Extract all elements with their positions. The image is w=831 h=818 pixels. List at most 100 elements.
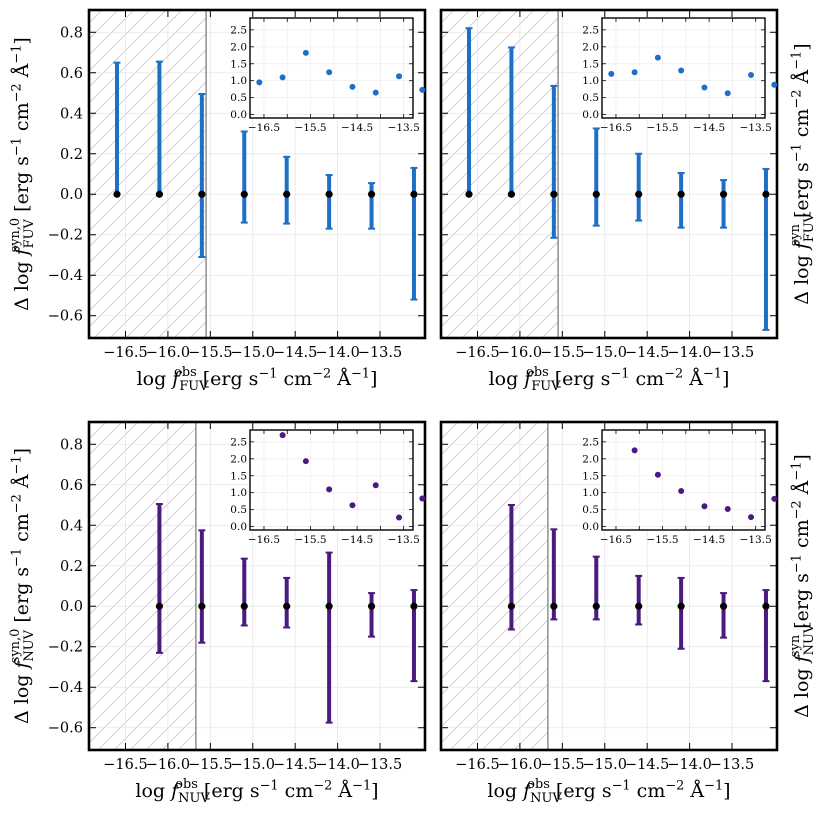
- panel-top-right-inset-point-1: [631, 69, 638, 76]
- panel-top-right-ylabel-prefix: Δ log: [791, 249, 813, 304]
- panel-bottom-left-xlabel-superscript: obs: [175, 777, 198, 792]
- panel-bottom-left-xlabel-exp3: −1: [352, 778, 371, 793]
- panel-top-right-ylabel-subscript: FUV: [802, 212, 817, 242]
- panel-top-left-ylabel-angstrom: Å: [11, 63, 33, 83]
- panel-bottom-left-ylabel-prefix: Δ log: [11, 669, 33, 724]
- panel-bottom-left-ylabel: Δ log fNUVsyn,0 [erg s−1 cm−2 Å−1]: [8, 448, 37, 724]
- panel-top-right-point-3: [592, 190, 600, 198]
- panel-top-left-xlabel-symbol: f: [170, 368, 182, 390]
- panel-bottom-right-xlabel-unit: [erg s: [550, 780, 612, 802]
- panel-bottom-right-point-0: [507, 602, 516, 610]
- panel-bottom-right-xtick-label-5: −14.0: [667, 757, 711, 773]
- panel-top-right-xlabel-symbol: f: [522, 368, 534, 390]
- panel-top-right-inset-point-7: [771, 81, 778, 88]
- panel-top-left-ylabel-subscript: FUV: [22, 218, 37, 248]
- panel-bottom-left-inset-point-5: [396, 514, 403, 521]
- panel-bottom-right-ylabel-subscript: NUV: [802, 623, 817, 655]
- panel-top-left-inset-xtick-label-1: −15.5: [294, 122, 326, 134]
- panel-top-right-xtick-label-2: −15.5: [540, 345, 584, 361]
- panel-bottom-right-xlabel: log fNUVobs [erg s−1 cm−2 Å−1]: [487, 777, 730, 806]
- panel-top-left-inset-xtick-label-0: −16.5: [248, 122, 280, 134]
- panel-top-right-xlabel-close: ]: [722, 368, 729, 390]
- panel-top-left-inset-point-7: [419, 86, 426, 93]
- panel-bottom-right-inset-point-1: [654, 471, 661, 478]
- panel-bottom-right-ylabel-cm: cm: [791, 519, 813, 554]
- panel-bottom-left-frame: [87, 420, 427, 752]
- panel-top-right-xtick-label-5: −14.0: [667, 345, 711, 361]
- panel-bottom-right-ylabel-exp3: −1: [789, 462, 804, 481]
- panel-top-left-xlabel-unit: [erg s: [197, 368, 259, 390]
- panel-top-right-point-7: [762, 190, 770, 198]
- panel-bottom-left-ylabel-exp3: −1: [9, 455, 24, 474]
- panel-top-right-point-5: [677, 190, 685, 198]
- panel-bottom-left-xlabel-exp2: −2: [313, 778, 332, 793]
- panel-bottom-right-xlabel-prefix: log: [487, 780, 523, 802]
- panel-top-left-point-6: [367, 190, 376, 198]
- panel-bottom-right-inset-xtick-label-1: −15.5: [646, 534, 678, 546]
- panel-top-left-xlabel-exp1: −1: [258, 366, 277, 381]
- panel-top-right-inset-point-4: [701, 84, 708, 91]
- panel-bottom-left-ylabel-exp2: −2: [9, 494, 24, 513]
- panel-top-left-xtick-label-4: −14.5: [273, 345, 317, 361]
- panel-top-right-xlabel-prefix: log: [489, 368, 525, 390]
- panel-bottom-right-point-3: [635, 602, 643, 610]
- panel-bottom-left-xtick-label-4: −14.5: [273, 757, 317, 773]
- panel-bottom-right-ylabel-exp1: −1: [789, 554, 804, 573]
- panel-bottom-left-inset-xtick-label-2: −14.5: [341, 534, 373, 546]
- panel-bottom-left-ytick-label-0: −0.6: [48, 721, 83, 737]
- panel-bottom-left-inset-point-0: [279, 432, 286, 439]
- panel-bottom-left-ytick-label-2: −0.2: [48, 640, 83, 656]
- panel-bottom-right-ylabel-unit: [erg s: [791, 573, 813, 635]
- panel-bottom-left-xtick-label-0: −16.5: [103, 757, 147, 773]
- panel-top-right-xtick-label-3: −15.0: [583, 345, 627, 361]
- panel-top-right-xlabel-exp3: −1: [703, 366, 722, 381]
- panel-bottom-left-ytick-label-1: −0.4: [48, 680, 83, 696]
- panel-top-right-xlabel-cm: cm: [629, 368, 664, 390]
- panel-top-left-point-1: [155, 190, 164, 198]
- panel-top-left-xlabel-superscript: obs: [174, 365, 197, 380]
- panel-bottom-left-point-3: [283, 602, 291, 610]
- panel-top-right-point-1: [507, 190, 516, 198]
- panel-top-left-xtick-label-1: −16.0: [146, 345, 190, 361]
- panel-top-left-ylabel-exp2: −2: [9, 83, 24, 102]
- panel-bottom-left-inset: −16.5 −15.5 −14.5 −13.5 0.0 0.5 1.0 1.5 2.0 2.5: [230, 429, 426, 546]
- panel-top-left-point-3: [240, 190, 248, 198]
- panel-top-right-excluded-region: [441, 10, 559, 338]
- panel-bottom-left-xlabel-symbol: f: [169, 780, 181, 802]
- panel-bottom-right-point-5: [719, 602, 728, 610]
- panel-top-right-inset-point-2: [654, 54, 661, 61]
- panel-top-right-ylabel-symbol: f: [791, 239, 813, 251]
- panel-top-left-point-2: [198, 190, 206, 198]
- panel-top-left-inset-point-4: [349, 83, 356, 90]
- panel-top-left-ytick-label-4: 0.2: [60, 147, 83, 163]
- panel-top-left-ytick-label-5: 0.4: [60, 106, 83, 122]
- panel-top-right-xlabel-exp1: −1: [610, 366, 629, 381]
- panel-top-right-xtick-label-0: −16.5: [455, 345, 499, 361]
- panel-bottom-right-point-4: [677, 602, 685, 610]
- panel-bottom-left-xtick-label-6: −13.5: [358, 757, 402, 773]
- panel-bottom-left-point-1: [198, 602, 206, 610]
- panel-top-right-ylabel-unit: [erg s: [791, 162, 813, 224]
- panel-bottom-left-ylabel-subscript: NUV: [22, 629, 37, 661]
- panel-bottom-left-ylabel-close: ]: [11, 448, 33, 455]
- panel-top-left-xlabel: log fFUVobs [erg s−1 cm−2 Å−1]: [137, 365, 378, 394]
- panel-top-right-inset-ytick-label-2: 1.0: [582, 75, 599, 87]
- panel-top-left-excluded-region: [89, 10, 207, 338]
- panel-top-left-point-0: [113, 190, 121, 198]
- panel-bottom-right-xlabel-angstrom: Å: [684, 780, 704, 802]
- panel-top-left-ytick-label-0: −0.6: [48, 309, 83, 325]
- panel-top-right-ylabel-exp1: −1: [789, 143, 804, 162]
- panel-bottom-right-xlabel-exp3: −1: [704, 778, 723, 793]
- panel-bottom-right-point-6: [762, 602, 770, 610]
- panel-bottom-right-xtick-label-1: −16.0: [498, 757, 542, 773]
- panel-bottom-right-inset-ytick-label-4: 2.0: [582, 453, 599, 465]
- panel-top-left-frame: [87, 8, 427, 340]
- panel-bottom-right-point-2: [592, 602, 600, 610]
- panel-top-right-inset-xtick-label-2: −14.5: [693, 122, 725, 134]
- panel-top-left-ylabel: Δ log fFUVsyn,0 [erg s−1 cm−2 Å−1]: [8, 37, 37, 311]
- panel-top-left-ytick-label-7: 0.8: [60, 25, 83, 41]
- panel-top-right-inset-xtick-label-1: −15.5: [646, 122, 678, 134]
- panel-bottom-left-xlabel-close: ]: [371, 780, 378, 802]
- panel-top-right-xlabel-exp2: −2: [664, 366, 683, 381]
- panel-bottom-left-xlabel-unit: [erg s: [198, 780, 260, 802]
